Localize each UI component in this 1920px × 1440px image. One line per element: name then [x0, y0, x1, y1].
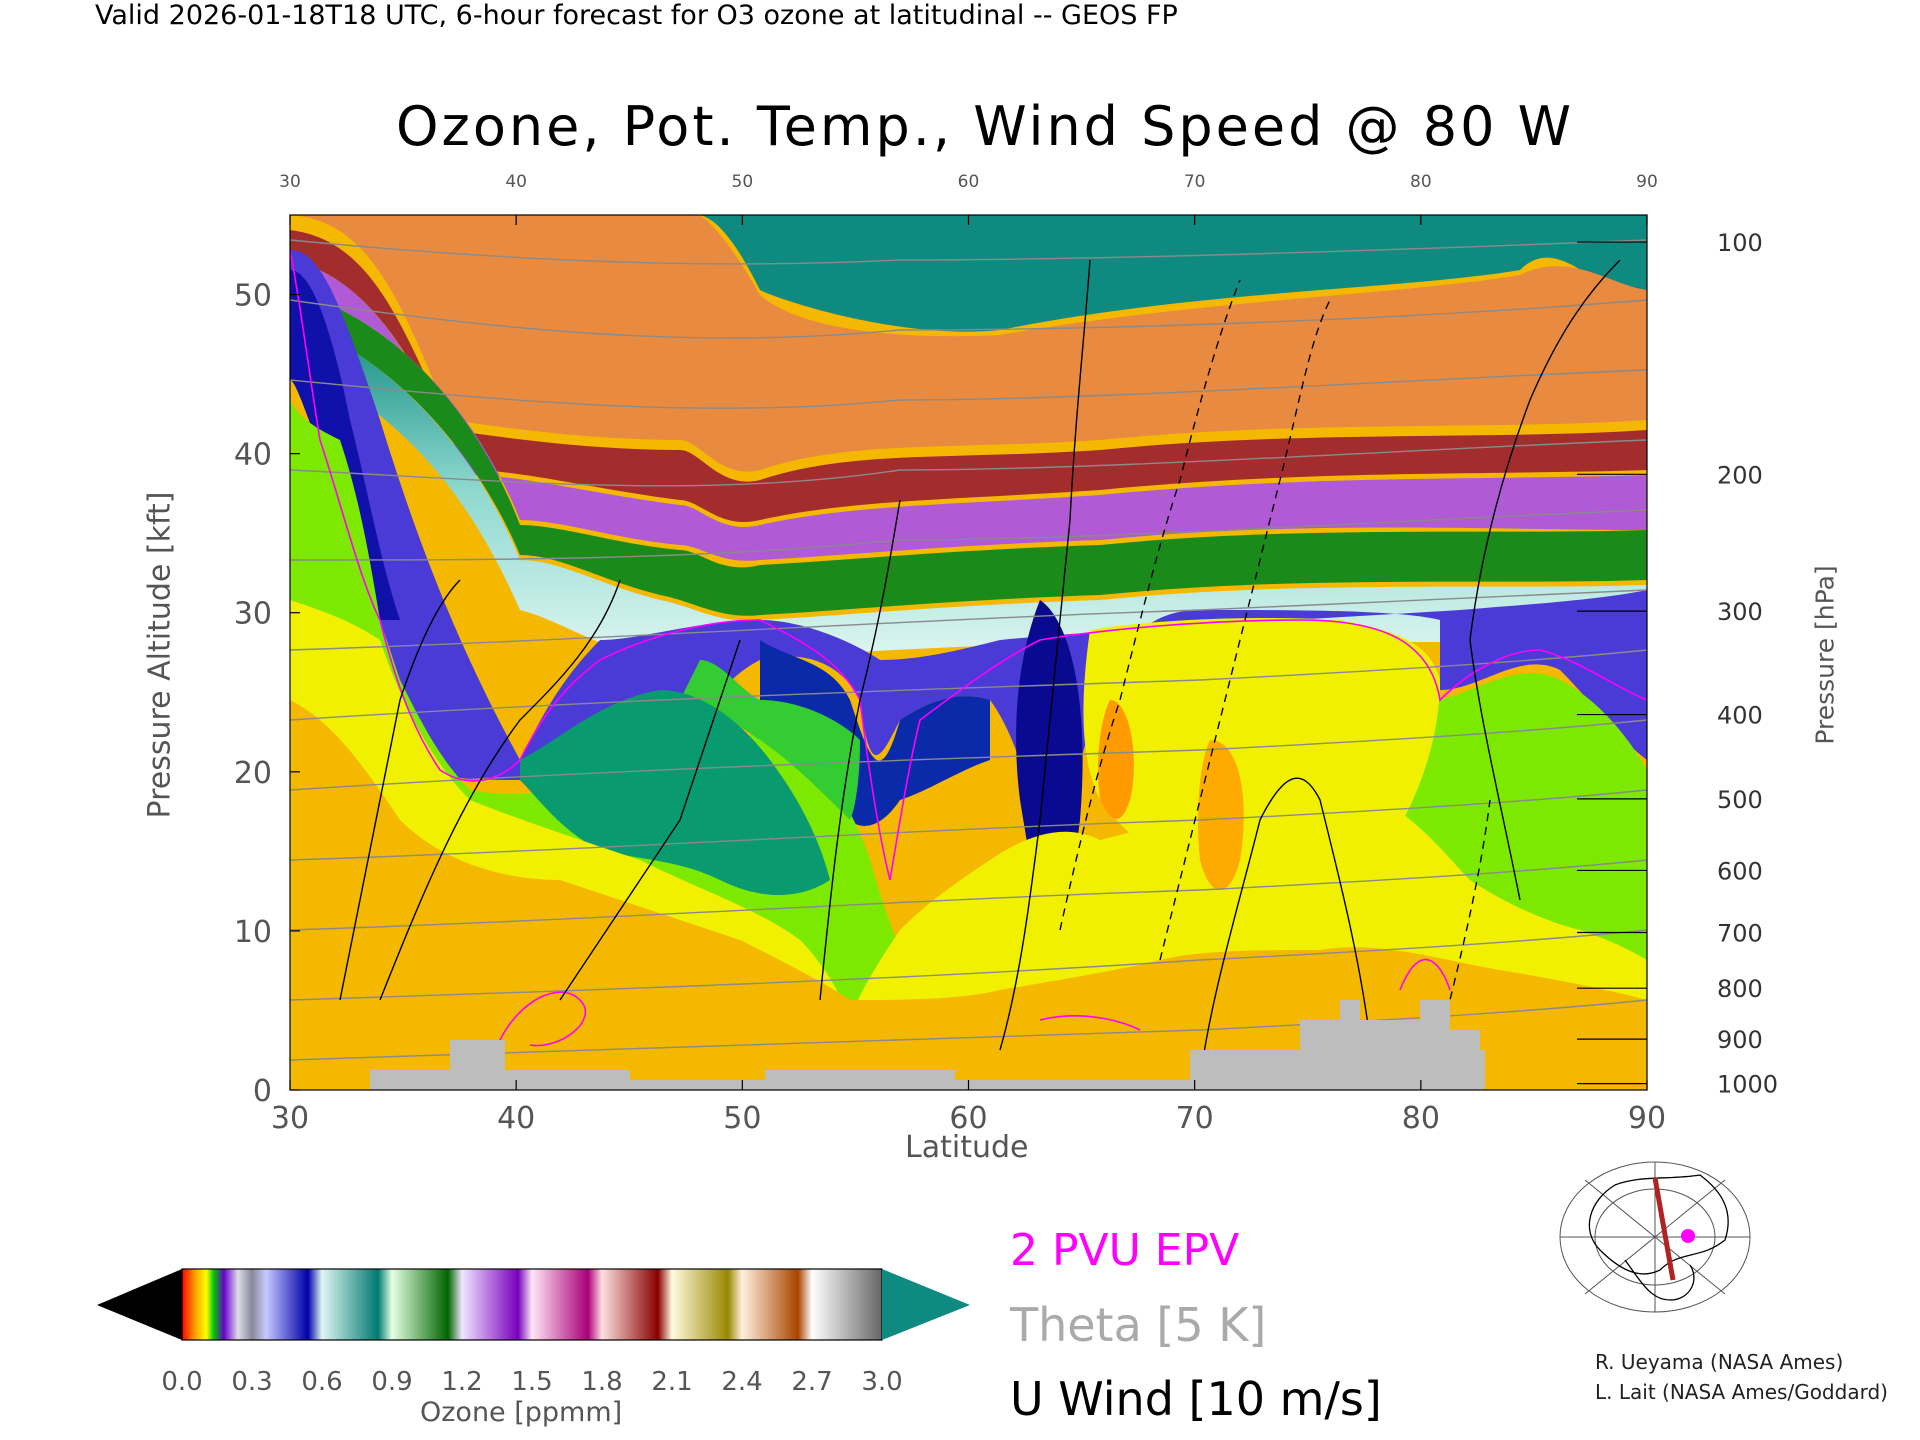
- colorbar-tick-label: 0.3: [231, 1367, 272, 1397]
- colorbar-tick-label: 2.7: [791, 1367, 832, 1397]
- y-axis-label-right: Pressure [hPa]: [1810, 565, 1840, 745]
- x-tick-label-top: 90: [1636, 172, 1658, 192]
- x-tick-label-top: 70: [1184, 172, 1206, 192]
- x-tick-label: 70: [1176, 1101, 1214, 1136]
- x-tick-label-top: 80: [1410, 172, 1432, 192]
- y-tick-label: 50: [234, 279, 272, 314]
- ozone-colorbar: 0.0 0.3 0.6 0.9 1.2 1.5 1.8 2.1 2.4 2.7 3.0: [97, 1268, 970, 1397]
- x-tick-label: 80: [1402, 1101, 1440, 1136]
- x-tick-label-top: 50: [732, 172, 754, 192]
- pressure-tick-label: 400: [1717, 702, 1763, 730]
- legend-theta: Theta [5 K]: [1010, 1298, 1267, 1352]
- colorbar-tick-label: 2.1: [651, 1367, 692, 1397]
- legend-epv: 2 PVU EPV: [1010, 1225, 1240, 1276]
- y-tick-label: 10: [234, 915, 272, 950]
- x-tick-label-top: 60: [958, 172, 980, 192]
- x-tick-label-top: 40: [505, 172, 527, 192]
- colorbar-tick-label: 0.0: [161, 1367, 202, 1397]
- y-ticks-right: 100 200 300 400 500 600 700 800 900 1000: [1577, 229, 1778, 1099]
- x-ticks-bottom: 30 40 50 60 70 80 90: [271, 1080, 1666, 1136]
- chart-title: Ozone, Pot. Temp., Wind Speed @ 80 W: [395, 95, 1574, 158]
- y-tick-label: 40: [234, 438, 272, 473]
- pressure-tick-label: 500: [1717, 786, 1763, 814]
- ozone-field: [290, 215, 1647, 1090]
- credit-line-1: R. Ueyama (NASA Ames): [1595, 1350, 1844, 1374]
- location-inset-map: [1555, 1160, 1755, 1315]
- x-axis-label: Latitude: [905, 1130, 1029, 1165]
- pressure-tick-label: 100: [1717, 229, 1763, 257]
- colorbar-tick-label: 1.8: [581, 1367, 622, 1397]
- x-tick-label: 30: [271, 1101, 309, 1136]
- pressure-tick-label: 600: [1717, 857, 1763, 885]
- pressure-tick-label: 900: [1717, 1026, 1763, 1054]
- pressure-tick-label: 700: [1717, 920, 1763, 948]
- y-tick-label: 20: [234, 756, 272, 791]
- x-tick-label-top: 30: [279, 172, 301, 192]
- x-tick-label: 50: [723, 1101, 761, 1136]
- colorbar-tick-label: 0.6: [301, 1367, 342, 1397]
- header-title: Valid 2026-01-18T18 UTC, 6-hour forecast…: [95, 0, 1178, 31]
- y-ticks-left: 0 10 20 30 40 50: [234, 279, 300, 1109]
- colorbar-title: Ozone [ppmm]: [420, 1397, 623, 1428]
- colorbar-tick-label: 0.9: [371, 1367, 412, 1397]
- colorbar-tick-label: 1.2: [441, 1367, 482, 1397]
- x-ticks-top: 30 40 50 60 70 80 90: [279, 172, 1658, 225]
- y-tick-label: 0: [253, 1074, 272, 1109]
- credit-line-2: L. Lait (NASA Ames/Goddard): [1595, 1380, 1888, 1404]
- colorbar-tick-label: 2.4: [721, 1367, 762, 1397]
- x-tick-label: 60: [949, 1101, 987, 1136]
- legend-uwind: U Wind [10 m/s]: [1010, 1372, 1382, 1426]
- pressure-tick-label: 200: [1717, 461, 1763, 489]
- y-axis-label-left: Pressure Altitude [kft]: [142, 491, 178, 819]
- colorbar-tick-label: 1.5: [511, 1367, 552, 1397]
- x-tick-label: 90: [1628, 1101, 1666, 1136]
- y-tick-label: 30: [234, 597, 272, 632]
- pressure-tick-label: 800: [1717, 975, 1763, 1003]
- pressure-tick-label: 300: [1717, 598, 1763, 626]
- pressure-tick-label: 1000: [1717, 1071, 1778, 1099]
- colorbar-tick-label: 3.0: [861, 1367, 902, 1397]
- x-tick-label: 40: [497, 1101, 535, 1136]
